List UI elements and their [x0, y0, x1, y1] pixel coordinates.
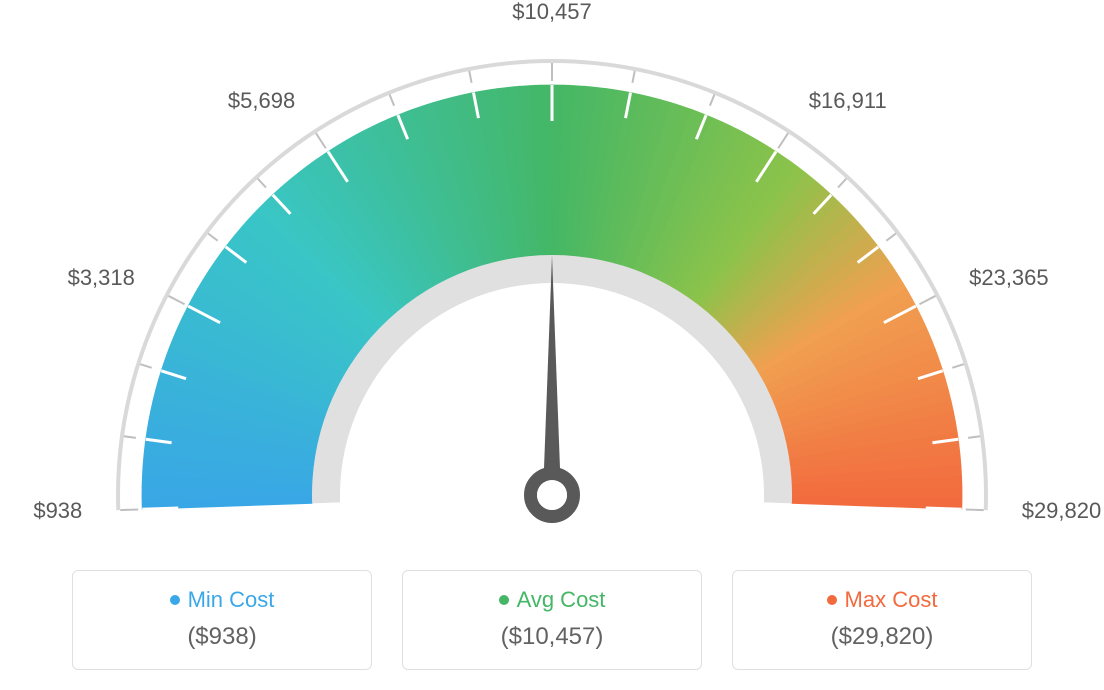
gauge-tick-label: $938	[33, 498, 82, 524]
legend-max: Max Cost ($29,820)	[732, 570, 1032, 670]
legend-max-value: ($29,820)	[743, 623, 1021, 651]
legend-avg-label: Avg Cost	[517, 587, 606, 613]
gauge-tick-label: $5,698	[228, 88, 295, 114]
legend-max-label: Max Cost	[845, 587, 938, 613]
gauge-svg	[0, 0, 1104, 560]
legend-min-label: Min Cost	[188, 587, 275, 613]
legend-avg-value: ($10,457)	[413, 623, 691, 651]
gauge-tick-label: $23,365	[969, 265, 1049, 291]
legend-row: Min Cost ($938) Avg Cost ($10,457) Max C…	[0, 560, 1104, 670]
gauge-tick-label: $3,318	[68, 265, 135, 291]
gauge-tick-label: $10,457	[512, 0, 592, 25]
legend-avg: Avg Cost ($10,457)	[402, 570, 702, 670]
gauge-tick-label: $29,820	[1022, 498, 1102, 524]
gauge-chart: $938 $3,318 $5,698 $10,457 $16,911 $23,365 $29…	[0, 0, 1104, 560]
legend-dot-max	[827, 595, 837, 605]
legend-dot-avg	[499, 595, 509, 605]
legend-dot-min	[170, 595, 180, 605]
legend-min: Min Cost ($938)	[72, 570, 372, 670]
legend-min-value: ($938)	[83, 623, 361, 651]
gauge-tick-label: $16,911	[809, 88, 887, 114]
